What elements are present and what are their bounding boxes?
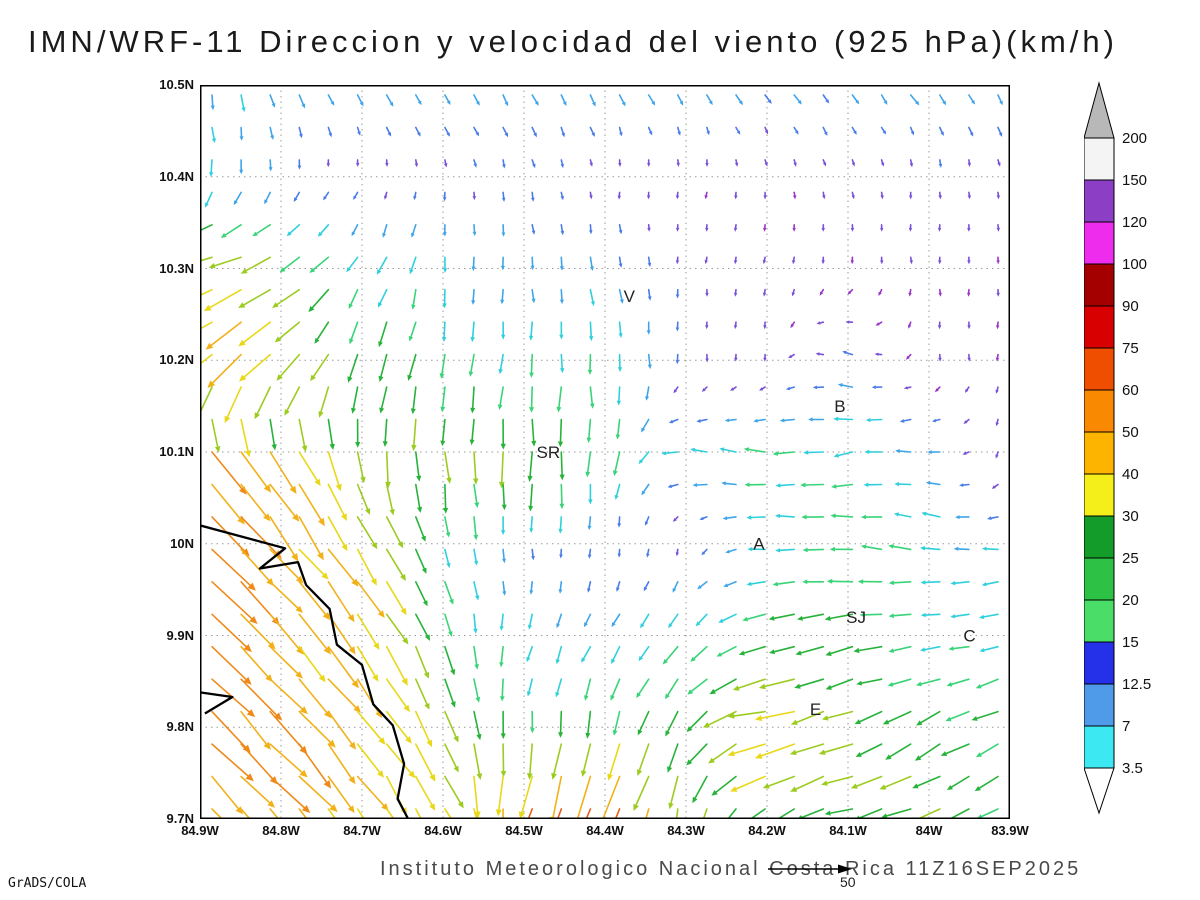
wind-vector-map: V B SR A SJ C E bbox=[200, 85, 1010, 819]
lat-tick-label: 9.7N bbox=[166, 811, 194, 826]
colorbar-tick-label: 200 bbox=[1122, 130, 1147, 147]
colorbar-tick-label: 90 bbox=[1122, 298, 1139, 315]
lon-tick-label: 84W bbox=[915, 823, 943, 838]
colorbar-segment bbox=[1084, 221, 1115, 265]
colorbar-tick-label: 12.5 bbox=[1122, 676, 1151, 693]
lat-tick-label: 10.2N bbox=[159, 352, 194, 368]
colorbar-tick-label: 50 bbox=[1122, 424, 1139, 441]
colorbar-tick-label: 3.5 bbox=[1122, 760, 1143, 777]
colorbar-segment bbox=[1084, 515, 1115, 559]
colorbar-segment bbox=[1084, 641, 1115, 685]
colorbar-tick-label: 150 bbox=[1122, 172, 1147, 189]
lat-tick-label: 10.3N bbox=[159, 260, 194, 276]
lat-tick-label: 9.9N bbox=[166, 627, 194, 643]
colorbar-tick-label: 75 bbox=[1122, 340, 1139, 357]
map-frame bbox=[200, 85, 1010, 819]
chart-title: IMN/WRF-11 Direccion y velocidad del vie… bbox=[28, 24, 1118, 59]
colorbar-segment bbox=[1084, 389, 1115, 433]
lon-tick-label: 84.6W bbox=[424, 823, 462, 838]
colorbar-under-triangle bbox=[1084, 767, 1115, 815]
city-label: B bbox=[834, 397, 845, 416]
city-label: V bbox=[624, 287, 636, 306]
lon-tick-label: 84.7W bbox=[343, 823, 381, 838]
colorbar-over-triangle bbox=[1084, 81, 1115, 139]
lon-tick-label: 84.4W bbox=[586, 823, 624, 838]
gridlines bbox=[200, 85, 1010, 819]
reference-arrow-head bbox=[838, 864, 852, 874]
wind-arrows bbox=[200, 94, 1003, 819]
colorbar-tick-label: 100 bbox=[1122, 256, 1147, 273]
city-label: SR bbox=[536, 443, 560, 462]
colorbar-tick-label: 15 bbox=[1122, 634, 1139, 651]
grads-credit: GrADS/COLA bbox=[8, 876, 87, 891]
colorbar-segment bbox=[1084, 431, 1115, 475]
colorbar-tick-label: 40 bbox=[1122, 466, 1139, 483]
colorbar-tick-label: 25 bbox=[1122, 550, 1139, 567]
lon-tick-label: 83.9W bbox=[991, 823, 1029, 838]
lat-tick-label: 10.5N bbox=[159, 77, 194, 92]
lon-tick-label: 84.1W bbox=[829, 823, 867, 838]
lat-tick-label: 10.4N bbox=[159, 168, 194, 184]
lon-tick-label: 84.5W bbox=[505, 823, 543, 838]
lon-tick-label: 84.9W bbox=[181, 823, 219, 838]
colorbar-segment bbox=[1084, 137, 1115, 181]
colorbar-segment bbox=[1084, 347, 1115, 391]
lat-tick-label: 9.8N bbox=[166, 719, 194, 735]
colorbar-segment bbox=[1084, 179, 1115, 223]
lat-tick-label: 10N bbox=[170, 535, 194, 551]
lon-tick-label: 84.8W bbox=[262, 823, 300, 838]
colorbar-tick-label: 7 bbox=[1122, 718, 1130, 735]
colorbar-tick-label: 30 bbox=[1122, 508, 1139, 525]
footer-caption: Instituto Meteorologico Nacional Costa R… bbox=[380, 858, 1082, 880]
colorbar: 200 150 120 100 90 75 60 50 40 30 25 20 15 12.5 7 3.5 bbox=[1084, 81, 1151, 815]
city-label: A bbox=[753, 535, 765, 554]
colorbar-tick-label: 60 bbox=[1122, 382, 1139, 399]
coastline bbox=[200, 524, 410, 819]
city-label: E bbox=[810, 700, 821, 719]
coastline-fragment bbox=[200, 691, 234, 715]
colorbar-segment bbox=[1084, 305, 1115, 349]
colorbar-segment bbox=[1084, 263, 1115, 307]
colorbar-segment bbox=[1084, 683, 1115, 727]
reference-arrow bbox=[768, 864, 852, 874]
colorbar-segment bbox=[1084, 599, 1115, 643]
city-labels: V B SR A SJ C E bbox=[536, 287, 975, 719]
lon-tick-label: 84.2W bbox=[748, 823, 786, 838]
colorbar-segment bbox=[1084, 725, 1115, 769]
lat-tick-label: 10.1N bbox=[159, 444, 194, 459]
colorbar-tick-label: 20 bbox=[1122, 592, 1139, 609]
city-label: SJ bbox=[846, 608, 866, 627]
colorbar-segment bbox=[1084, 557, 1115, 601]
lon-tick-label: 84.3W bbox=[667, 823, 705, 838]
colorbar-segment bbox=[1084, 473, 1115, 517]
reference-arrow-label: 50 bbox=[840, 874, 856, 890]
colorbar-tick-label: 120 bbox=[1122, 214, 1147, 231]
city-label: C bbox=[963, 627, 975, 646]
